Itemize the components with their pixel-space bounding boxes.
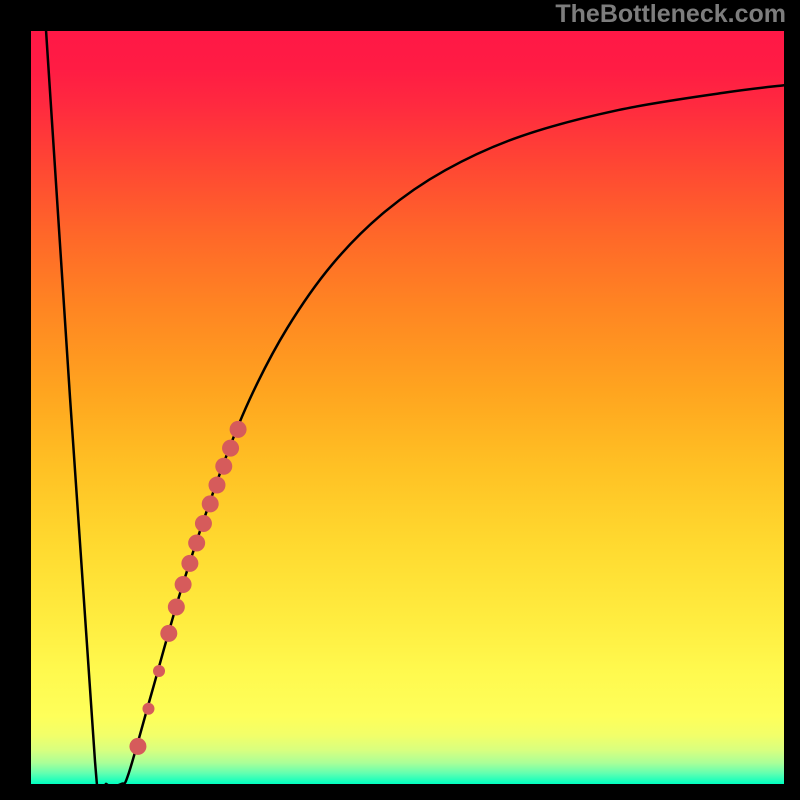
plot-background — [31, 31, 784, 784]
chart-root: TheBottleneck.com — [0, 0, 800, 800]
highlight-dot — [188, 535, 205, 552]
highlight-dot — [160, 625, 177, 642]
highlight-dot — [181, 555, 198, 572]
highlight-dot — [168, 599, 185, 616]
highlight-dot — [142, 703, 154, 715]
highlight-dot — [153, 665, 165, 677]
highlight-dot — [215, 458, 232, 475]
highlight-dot — [230, 421, 247, 438]
watermark-text: TheBottleneck.com — [555, 0, 786, 28]
highlight-dot — [175, 576, 192, 593]
highlight-dot — [129, 738, 146, 755]
highlight-dot — [202, 495, 219, 512]
highlight-dot — [222, 440, 239, 457]
bottleneck-chart: TheBottleneck.com — [0, 0, 800, 800]
highlight-dot — [195, 515, 212, 532]
highlight-dot — [208, 477, 225, 494]
